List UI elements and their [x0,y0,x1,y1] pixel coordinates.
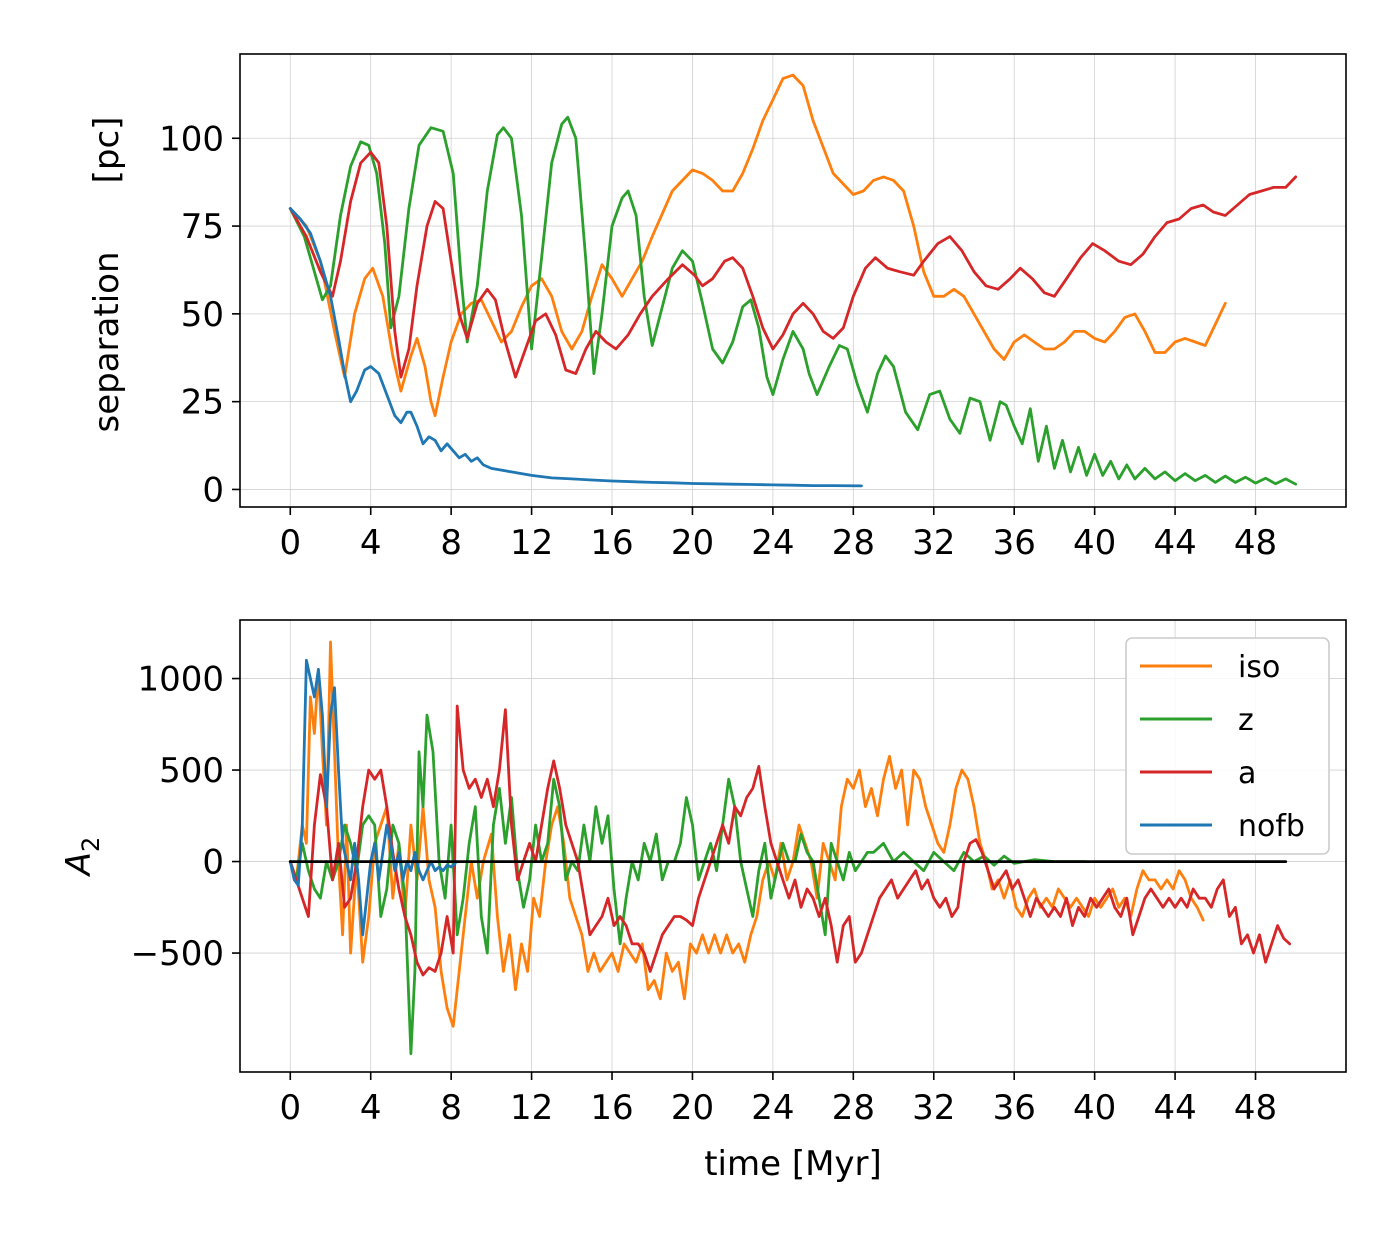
separation-series-nofb [288,207,863,488]
separation-xtick-label: 24 [751,523,794,563]
a2-xtick-label: 32 [912,1088,955,1128]
separation-ylabel-unit: [pc] [87,117,127,184]
legend-label-z: z [1238,703,1254,738]
a2-ytick-label: 500 [159,751,224,791]
legend-label-nofb: nofb [1238,809,1305,844]
separation-xtick-label: 20 [671,523,714,563]
legend-box [1125,637,1330,855]
a2-xtick-label: 40 [1073,1088,1116,1128]
separation-xtick-label: 28 [832,523,875,563]
a2-xtick-label: 12 [510,1088,553,1128]
separation-series [288,73,1298,488]
a2-ytick-label: 0 [202,843,224,883]
separation-xtick-label: 4 [360,523,382,563]
a2-xtick-label: 16 [590,1088,633,1128]
separation-xtick-label: 36 [993,523,1036,563]
a2-series-a [288,704,1292,977]
a2-xtick-label: 28 [832,1088,875,1128]
a2-xtick-label: 24 [751,1088,794,1128]
a2-series-iso [288,640,1205,1028]
a2-xtick-label: 4 [360,1088,382,1128]
legend: iso za nofb [1125,637,1330,855]
a2-xtick-label: 48 [1234,1088,1277,1128]
separation-xtick-label: 32 [912,523,955,563]
a2-xtick-label: 20 [671,1088,714,1128]
a2-xtick-label: 36 [993,1088,1036,1128]
a2-series-nofb [288,658,457,937]
separation-ytick-label: 50 [181,295,224,335]
a2-xlabel: time [Myr] [704,1144,882,1184]
a2-series [288,640,1292,1056]
separation-xtick-label: 44 [1153,523,1196,563]
separation-xtick-label: 8 [440,523,462,563]
a2-xtick-label: 8 [440,1088,462,1128]
separation-xtick-label: 48 [1234,523,1277,563]
separation-grid [240,54,1346,507]
legend-label-iso: iso [1238,650,1280,685]
separation-series-a [288,150,1298,379]
separation-xtick-label: 16 [590,523,633,563]
separation-ylabel-main: separation [87,252,127,433]
separation-xtick-label: 0 [279,523,301,563]
a2-ylabel-sub: 2 [77,837,105,852]
separation-plot-frame [239,53,1347,508]
separation-xtick-label: 40 [1073,523,1116,563]
a2-ytick-label: −500 [131,934,224,974]
a2-ytick-label: 1000 [137,660,224,700]
a2-plot-frame [239,619,1347,1073]
separation-series-iso [288,73,1227,418]
a2-ylabel: A2 [59,837,105,878]
legend-label-a: a [1238,756,1256,791]
separation-ytick-label: 0 [202,470,224,510]
a2-ylabel-main: A [59,852,99,877]
separation-xtick-label: 12 [510,523,553,563]
a2-xtick-label: 44 [1153,1088,1196,1128]
separation-series-z [288,115,1298,486]
separation-ytick-label: 75 [181,207,224,247]
a2-xtick-label: 0 [279,1088,301,1128]
separation-ytick-label: 25 [181,383,224,423]
a2-series-z [288,713,1086,1056]
separation-ytick-label: 100 [159,119,224,159]
